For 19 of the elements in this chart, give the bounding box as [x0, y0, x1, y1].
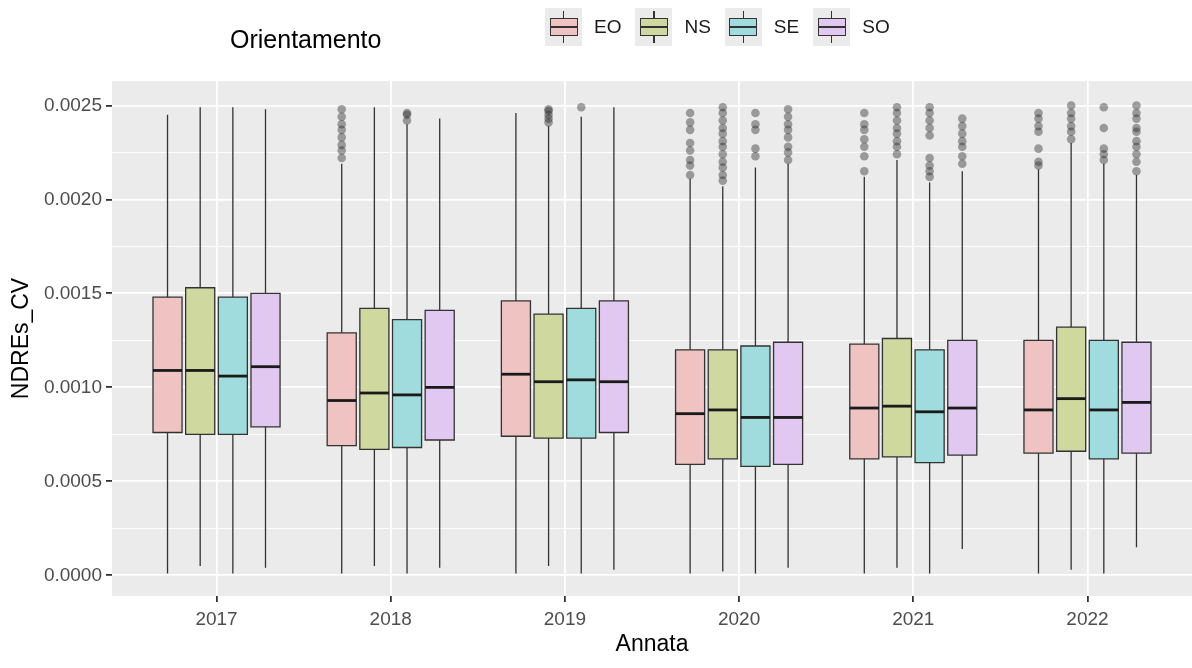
y-tick-label: 0.0020 — [43, 187, 102, 209]
x-tick-label: 2019 — [543, 607, 587, 629]
legend-label: EO — [594, 16, 622, 38]
x-axis-title: Annata — [615, 629, 689, 656]
legend-label: NS — [684, 16, 711, 38]
legend-title: Orientamento — [230, 25, 382, 54]
y-tick-label: 0.0010 — [43, 375, 102, 397]
legend-label: SO — [862, 16, 890, 38]
y-tick-label: 0.0000 — [43, 563, 102, 585]
y-tick-label: 0.0005 — [43, 469, 102, 491]
y-tick-label: 0.0015 — [43, 281, 102, 303]
x-tick-label: 2018 — [369, 607, 412, 629]
x-tick-label: 2020 — [717, 607, 761, 629]
y-axis-title: NDREs_CV — [7, 277, 34, 400]
x-tick-label: 2017 — [195, 607, 238, 629]
x-tick-label: 2022 — [1066, 607, 1109, 629]
x-tick-label: 2021 — [892, 607, 935, 629]
y-tick-label: 0.0025 — [43, 93, 102, 115]
legend-label: SE — [773, 16, 800, 38]
